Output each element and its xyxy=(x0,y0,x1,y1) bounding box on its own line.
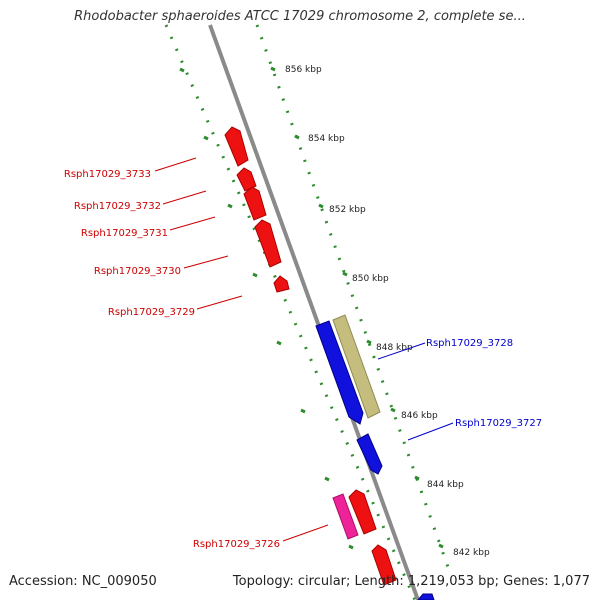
tick-label: 844 kbp xyxy=(427,480,464,490)
leader-line-3726 xyxy=(282,524,329,542)
inner-major-tick xyxy=(203,135,209,141)
leader-line-3728 xyxy=(377,342,426,360)
gene-feature-extra[interactable] xyxy=(371,544,397,586)
inner-major-tick xyxy=(227,203,233,209)
gene-feature-3733[interactable] xyxy=(224,126,249,167)
gene-feature-3731[interactable] xyxy=(243,186,267,221)
inner-major-tick xyxy=(276,340,282,346)
gene-label-3727[interactable]: Rsph17029_3727 xyxy=(455,418,542,429)
major-tick xyxy=(342,271,348,277)
reverse-strand-genes xyxy=(224,126,397,586)
accession-label: Accession: NC_009050 xyxy=(9,574,157,589)
inner-major-tick xyxy=(179,67,185,73)
major-tick xyxy=(294,134,300,140)
tick-label: 850 kbp xyxy=(352,274,389,284)
gene-feature-3726[interactable] xyxy=(348,489,377,535)
inner-major-tick xyxy=(348,544,354,550)
gene-label-3730[interactable]: Rsph17029_3730 xyxy=(94,266,181,277)
inner-major-tick xyxy=(300,408,306,414)
gene-label-3728[interactable]: Rsph17029_3728 xyxy=(426,338,513,349)
inner-ruler-track xyxy=(164,24,417,601)
major-tick xyxy=(270,66,276,72)
gene-feature-partial[interactable] xyxy=(416,593,435,601)
tick-label: 854 kbp xyxy=(308,134,345,144)
gene-label-3732[interactable]: Rsph17029_3732 xyxy=(74,201,161,212)
inner-major-tick xyxy=(252,272,258,278)
leader-line-3731 xyxy=(169,216,216,231)
gene-feature-3729[interactable] xyxy=(273,275,290,293)
gene-label-3731[interactable]: Rsph17029_3731 xyxy=(81,228,168,239)
gene-feature-3730[interactable] xyxy=(254,219,282,268)
leader-line-3727 xyxy=(407,422,454,441)
inner-major-tick xyxy=(324,476,330,482)
leader-line-3730 xyxy=(183,255,229,269)
gene-feature-rna[interactable] xyxy=(332,493,359,540)
tick-label: 846 kbp xyxy=(401,411,438,421)
forward-strand-genes xyxy=(315,320,435,601)
gene-feature-pseudo[interactable] xyxy=(332,314,381,419)
major-tick xyxy=(390,407,396,413)
gene-feature-3732[interactable] xyxy=(236,167,257,192)
tick-label: 852 kbp xyxy=(329,205,366,215)
leader-lines xyxy=(154,157,454,542)
genome-summary: Topology: circular; Length: 1,219,053 bp… xyxy=(232,574,590,589)
tick-label: 842 kbp xyxy=(453,548,490,558)
major-ticks xyxy=(179,66,444,550)
major-tick xyxy=(414,475,420,481)
tick-label: 856 kbp xyxy=(285,65,322,75)
chromosome-backbone xyxy=(208,24,420,601)
right-gene-labels: Rsph17029_3728 Rsph17029_3727 xyxy=(426,338,542,429)
tick-label: 848 kbp xyxy=(376,343,413,353)
leader-line-3729 xyxy=(196,295,243,310)
leader-line-3733 xyxy=(154,157,197,172)
gene-feature-3727[interactable] xyxy=(356,433,383,475)
outer-ruler-track xyxy=(255,24,451,571)
gene-label-3726[interactable]: Rsph17029_3726 xyxy=(193,539,280,550)
gene-feature-3728[interactable] xyxy=(315,320,364,425)
map-title: Rhodobacter sphaeroides ATCC 17029 chrom… xyxy=(74,9,526,24)
major-tick xyxy=(318,203,324,209)
left-gene-labels: Rsph17029_3733 Rsph17029_3732 Rsph17029_… xyxy=(64,169,280,550)
major-tick xyxy=(438,543,444,549)
gene-label-3729[interactable]: Rsph17029_3729 xyxy=(108,307,195,318)
leader-line-3732 xyxy=(162,190,207,205)
major-tick xyxy=(366,339,372,345)
gene-label-3733[interactable]: Rsph17029_3733 xyxy=(64,169,151,180)
tick-labels: 856 kbp 854 kbp 852 kbp 850 kbp 848 kbp … xyxy=(285,65,490,558)
